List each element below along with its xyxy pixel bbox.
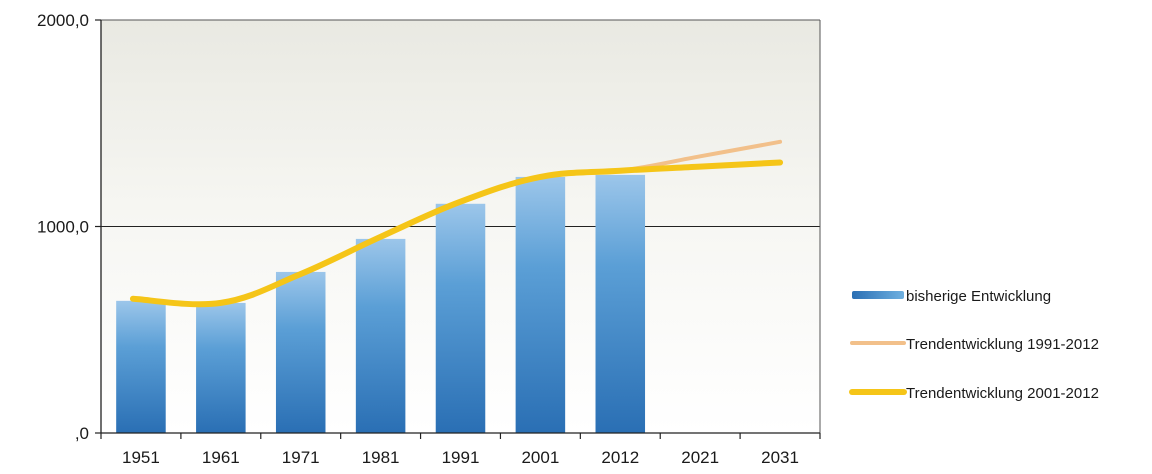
bar-2001 [515,176,566,433]
y-tick-label: ,0 [75,424,89,443]
x-tick-label: 1961 [202,448,240,467]
legend-swatch-bar [852,291,904,299]
x-tick-label: 1991 [442,448,480,467]
y-tick-label: 2000,0 [37,11,89,30]
bar-1951 [116,300,166,433]
x-tick-label: 1951 [122,448,160,467]
bar-1961 [196,302,246,433]
x-tick-label: 2021 [681,448,719,467]
bar-2012 [595,174,646,433]
legend-label: Trendentwicklung 1991-2012 [906,336,1099,353]
x-tick-label: 1981 [362,448,400,467]
bar-1991 [435,203,486,433]
x-tick-label: 2012 [601,448,639,467]
y-tick-label: 1000,0 [37,218,89,237]
legend-label: bisherige Entwicklung [906,288,1051,305]
y-axis-ticks: ,0 1000,0 2000,0 [37,11,101,443]
x-tick-label: 1971 [282,448,320,467]
series-line-2 [129,159,784,308]
x-tick-label: 2031 [761,448,799,467]
x-tick-label: 2001 [521,448,559,467]
legend: bisherige Entwicklung Trendentwicklung 19… [849,288,1099,402]
x-axis-ticks: 1951 1961 1971 1981 1991 2001 2012 2021 2031 [100,433,821,467]
line-series [129,139,784,308]
bar-1981 [355,238,406,433]
bar-series [116,174,646,433]
bar-1971 [275,271,326,433]
legend-label: Trendentwicklung 2001-2012 [906,385,1099,402]
